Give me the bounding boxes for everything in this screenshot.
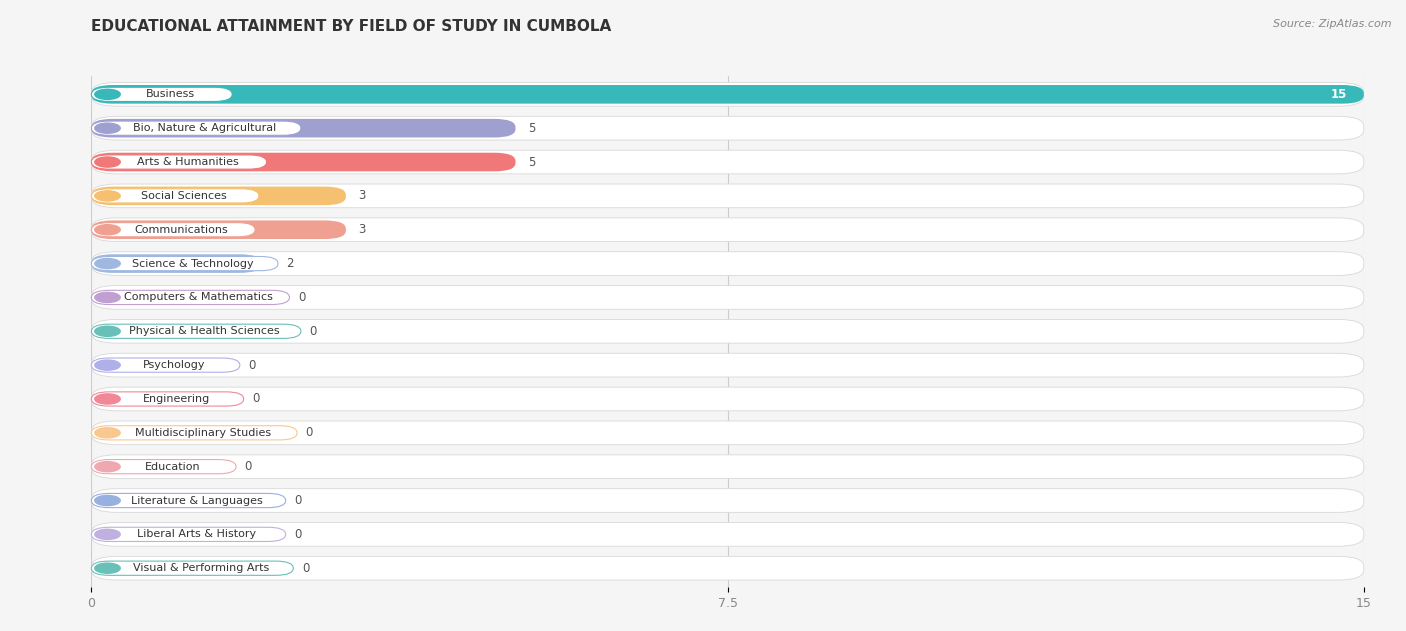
Circle shape	[94, 394, 121, 404]
Circle shape	[94, 563, 121, 574]
Text: 0: 0	[294, 528, 301, 541]
FancyBboxPatch shape	[91, 557, 1364, 580]
FancyBboxPatch shape	[91, 392, 243, 406]
Text: Computers & Mathematics: Computers & Mathematics	[125, 292, 273, 302]
Text: Science & Technology: Science & Technology	[132, 259, 254, 269]
Text: 5: 5	[529, 155, 536, 168]
Text: Arts & Humanities: Arts & Humanities	[136, 157, 239, 167]
FancyBboxPatch shape	[91, 528, 285, 541]
FancyBboxPatch shape	[91, 256, 278, 271]
Text: 3: 3	[359, 223, 366, 236]
Circle shape	[94, 529, 121, 540]
Text: 2: 2	[287, 257, 294, 270]
FancyBboxPatch shape	[91, 252, 1364, 275]
Circle shape	[94, 495, 121, 505]
Text: Psychology: Psychology	[143, 360, 205, 370]
FancyBboxPatch shape	[91, 488, 1364, 512]
Text: Source: ZipAtlas.com: Source: ZipAtlas.com	[1274, 19, 1392, 29]
Circle shape	[94, 360, 121, 370]
FancyBboxPatch shape	[91, 353, 1364, 377]
Circle shape	[94, 428, 121, 438]
FancyBboxPatch shape	[91, 189, 259, 203]
Circle shape	[94, 292, 121, 302]
Circle shape	[94, 259, 121, 269]
FancyBboxPatch shape	[91, 83, 1364, 106]
FancyBboxPatch shape	[91, 119, 516, 138]
FancyBboxPatch shape	[91, 184, 1364, 208]
FancyBboxPatch shape	[91, 220, 346, 239]
FancyBboxPatch shape	[91, 87, 232, 102]
FancyBboxPatch shape	[91, 561, 294, 575]
Circle shape	[94, 326, 121, 336]
FancyBboxPatch shape	[91, 387, 1364, 411]
Text: 0: 0	[294, 494, 301, 507]
Circle shape	[94, 157, 121, 167]
Text: 3: 3	[359, 189, 366, 203]
Text: Business: Business	[146, 90, 195, 99]
Text: Literature & Languages: Literature & Languages	[131, 495, 263, 505]
FancyBboxPatch shape	[91, 522, 1364, 546]
Text: Multidisciplinary Studies: Multidisciplinary Studies	[135, 428, 271, 438]
Text: 0: 0	[249, 358, 256, 372]
FancyBboxPatch shape	[91, 254, 262, 273]
Text: 0: 0	[298, 291, 305, 304]
Text: Communications: Communications	[135, 225, 229, 235]
Text: Engineering: Engineering	[142, 394, 209, 404]
Circle shape	[94, 462, 121, 472]
Text: Visual & Performing Arts: Visual & Performing Arts	[132, 563, 269, 573]
FancyBboxPatch shape	[91, 153, 516, 172]
Text: Education: Education	[145, 462, 200, 471]
FancyBboxPatch shape	[91, 116, 1364, 140]
Text: 0: 0	[252, 392, 260, 406]
FancyBboxPatch shape	[91, 493, 285, 507]
Text: Physical & Health Sciences: Physical & Health Sciences	[129, 326, 280, 336]
FancyBboxPatch shape	[91, 187, 346, 205]
FancyBboxPatch shape	[91, 223, 254, 237]
FancyBboxPatch shape	[91, 324, 301, 338]
FancyBboxPatch shape	[91, 319, 1364, 343]
FancyBboxPatch shape	[91, 459, 236, 474]
Circle shape	[94, 225, 121, 235]
FancyBboxPatch shape	[91, 286, 1364, 309]
Text: 0: 0	[305, 427, 314, 439]
FancyBboxPatch shape	[91, 290, 290, 305]
FancyBboxPatch shape	[91, 121, 301, 135]
FancyBboxPatch shape	[91, 426, 297, 440]
FancyBboxPatch shape	[91, 85, 1364, 103]
Text: 0: 0	[309, 325, 316, 338]
Text: 0: 0	[302, 562, 309, 575]
FancyBboxPatch shape	[91, 150, 1364, 174]
Circle shape	[94, 89, 121, 100]
FancyBboxPatch shape	[91, 455, 1364, 478]
Text: Social Sciences: Social Sciences	[141, 191, 226, 201]
FancyBboxPatch shape	[91, 421, 1364, 445]
Text: Liberal Arts & History: Liberal Arts & History	[138, 529, 256, 540]
Text: 5: 5	[529, 122, 536, 134]
Text: 15: 15	[1330, 88, 1347, 101]
Text: Bio, Nature & Agricultural: Bio, Nature & Agricultural	[134, 123, 276, 133]
FancyBboxPatch shape	[91, 358, 240, 372]
Text: EDUCATIONAL ATTAINMENT BY FIELD OF STUDY IN CUMBOLA: EDUCATIONAL ATTAINMENT BY FIELD OF STUDY…	[91, 19, 612, 34]
Circle shape	[94, 123, 121, 133]
Text: 0: 0	[245, 460, 252, 473]
Circle shape	[94, 191, 121, 201]
FancyBboxPatch shape	[91, 218, 1364, 242]
FancyBboxPatch shape	[91, 155, 267, 169]
